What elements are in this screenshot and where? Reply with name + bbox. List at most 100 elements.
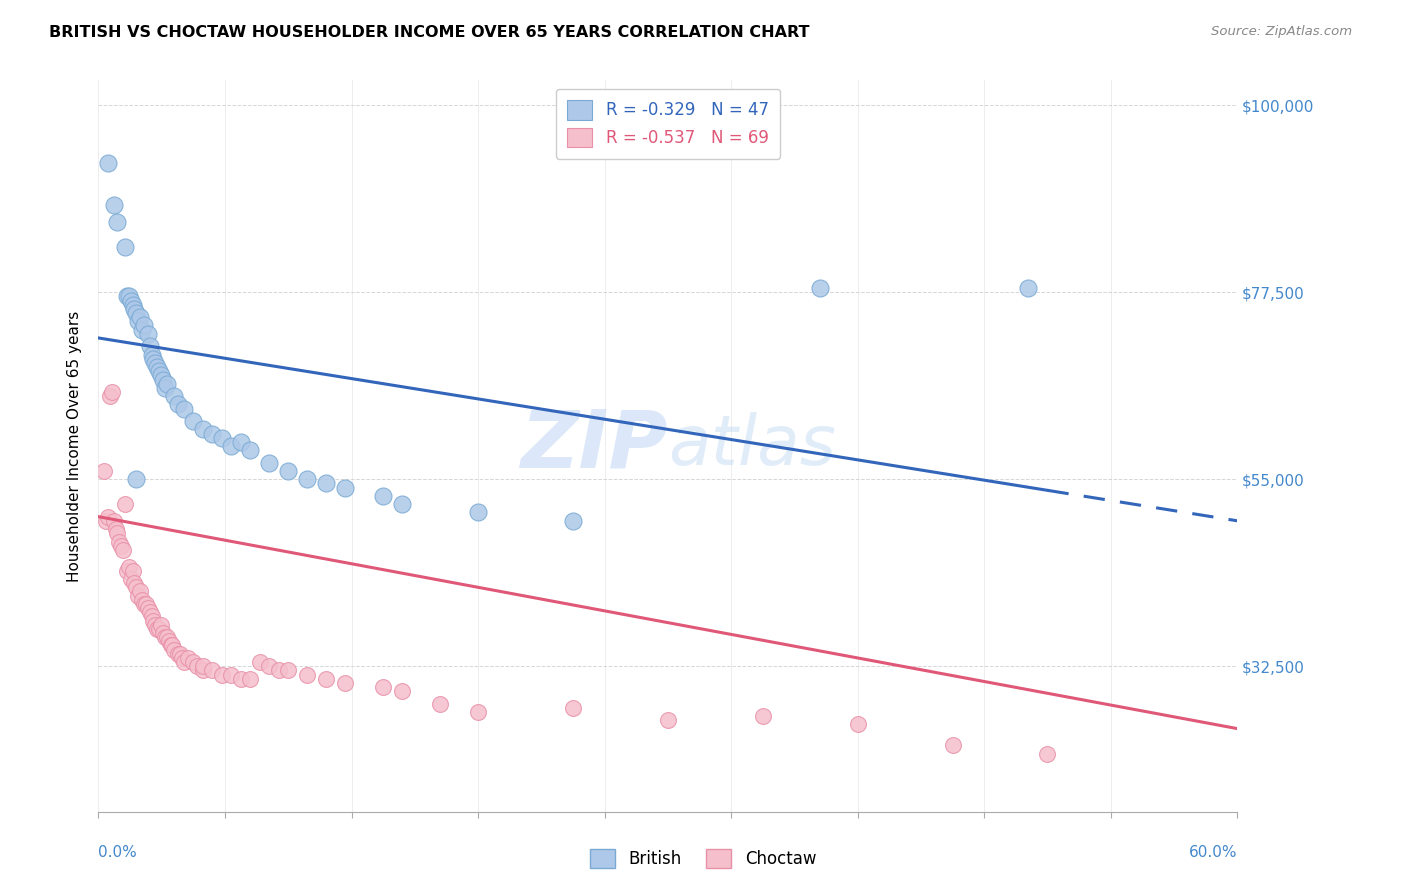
Point [1018,281,1040,295]
Point [167,397,190,411]
Point [127,314,149,328]
Point [169,647,191,661]
Point [335,481,357,495]
Point [141,609,163,624]
Point [127,589,149,603]
Y-axis label: Householder Income Over 65 years: Householder Income Over 65 years [66,310,82,582]
Point [157,634,180,648]
Point [121,298,143,312]
Point [391,497,413,511]
Point [146,359,169,374]
Point [173,655,195,669]
Point [221,439,243,453]
Point [132,318,155,333]
Point [136,326,159,341]
Point [176,651,198,665]
Point [120,572,142,586]
Text: BRITISH VS CHOCTAW HOUSEHOLDER INCOME OVER 65 YEARS CORRELATION CHART: BRITISH VS CHOCTAW HOUSEHOLDER INCOME OV… [49,25,810,40]
Point [239,672,262,686]
Point [148,622,170,636]
Point [335,676,357,690]
Point [259,659,281,673]
Point [163,642,186,657]
Point [135,597,157,611]
Point [1036,747,1059,761]
Point [277,464,299,478]
Point [131,592,153,607]
Point [148,364,170,378]
Point [152,626,174,640]
Point [120,293,142,308]
Point [191,664,214,678]
Point [136,601,159,615]
Point [103,198,125,212]
Point [156,630,179,644]
Point [201,664,224,678]
Point [371,489,394,503]
Point [150,617,173,632]
Point [124,576,146,591]
Point [562,514,585,528]
Point [267,664,290,678]
Point [100,384,122,399]
Point [371,680,394,694]
Point [315,672,337,686]
Point [97,156,120,170]
Point [97,509,120,524]
Point [239,443,262,458]
Point [167,647,190,661]
Point [132,597,155,611]
Legend: British, Choctaw: British, Choctaw [583,842,823,875]
Point [429,697,451,711]
Point [94,514,117,528]
Point [297,472,319,486]
Point [942,738,965,752]
Point [752,709,775,723]
Point [297,667,319,681]
Point [118,559,141,574]
Point [467,506,489,520]
Point [467,705,489,719]
Point [170,651,193,665]
Point [156,376,179,391]
Point [191,422,214,436]
Point [191,659,214,673]
Point [145,356,167,370]
Point [103,514,125,528]
Point [110,539,132,553]
Point [152,372,174,386]
Point [129,310,152,325]
Point [249,655,271,669]
Point [846,717,869,731]
Text: 0.0%: 0.0% [98,845,138,860]
Point [391,684,413,698]
Point [115,564,138,578]
Point [125,306,148,320]
Point [146,622,169,636]
Point [129,584,152,599]
Text: ZIP: ZIP [520,407,668,485]
Point [163,389,186,403]
Point [159,639,181,653]
Point [142,351,165,366]
Point [162,639,184,653]
Point [211,667,233,681]
Point [107,214,129,228]
Point [221,667,243,681]
Point [138,605,160,619]
Point [229,672,252,686]
Point [277,664,299,678]
Point [115,289,138,303]
Point [142,614,165,628]
Point [114,497,136,511]
Point [562,701,585,715]
Point [183,414,205,428]
Point [201,426,224,441]
Point [141,347,163,362]
Point [229,434,252,449]
Point [131,323,153,337]
Point [657,714,679,728]
Point [108,534,131,549]
Point [150,368,173,383]
Point [107,526,129,541]
